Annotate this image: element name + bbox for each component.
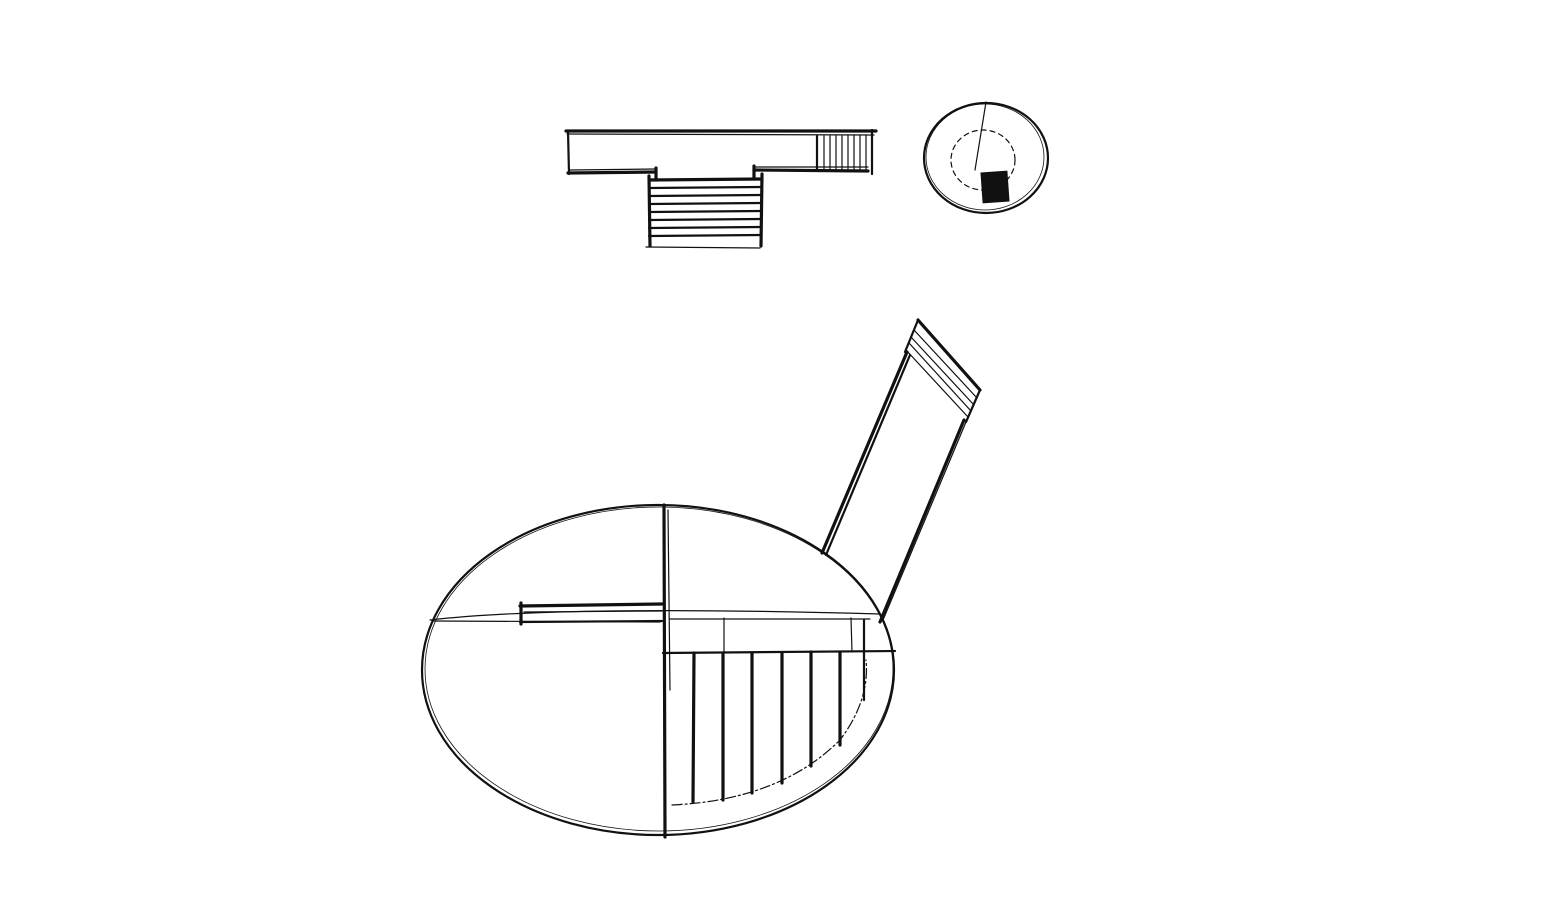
stair-block — [645, 172, 764, 249]
main-plan-bench-bar — [518, 601, 664, 626]
main-plan-ramp-arm — [820, 318, 982, 624]
slab-underside-right — [752, 168, 870, 173]
main-plan-stair-boundary — [671, 659, 868, 806]
main-elliptical-plan — [420, 318, 982, 839]
slab-underside-left — [566, 170, 658, 175]
slab-left-end — [566, 129, 571, 176]
section-elevation-view — [564, 128, 878, 249]
small-plan-filled-block — [980, 170, 1010, 204]
main-plan-vertical-axis — [662, 503, 667, 839]
main-plan-stair-hatch — [661, 617, 897, 806]
main-plan-outer-ellipse — [420, 503, 896, 837]
slab-end-hatch — [815, 128, 874, 176]
small-circular-plan — [922, 101, 1050, 215]
small-plan-axis-line — [974, 101, 987, 171]
